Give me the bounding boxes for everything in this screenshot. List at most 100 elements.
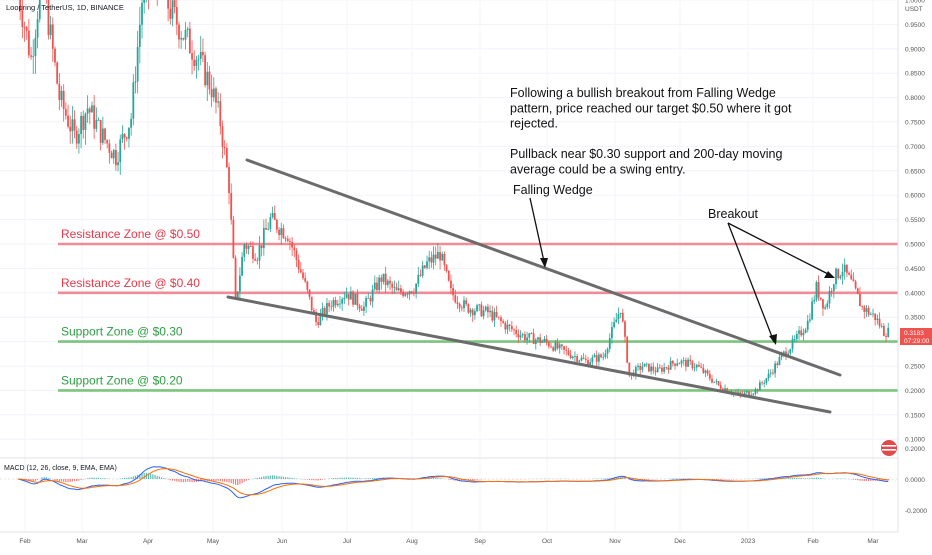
candle-up: [574, 351, 576, 362]
candle-up: [373, 275, 376, 292]
candle-up: [865, 304, 868, 318]
candle-up: [613, 317, 616, 329]
candle-up: [841, 263, 844, 285]
candle-up: [767, 369, 770, 382]
candle-up: [339, 296, 341, 309]
current-price-value: 0.3183: [904, 330, 924, 337]
candle-up: [97, 117, 100, 121]
candle-up: [415, 283, 418, 299]
candle-up: [713, 381, 716, 384]
candle-down: [532, 328, 535, 345]
candle-down: [23, 21, 26, 42]
candle-up: [682, 357, 685, 366]
candle-up: [537, 336, 539, 342]
candle-up: [795, 330, 798, 343]
price-tick-label: 0.8500: [905, 71, 925, 78]
candle-up: [386, 279, 389, 288]
candle-down: [556, 338, 559, 350]
time-tick-label: Apr: [143, 538, 154, 545]
candle-up: [774, 360, 776, 378]
candle-down: [93, 94, 96, 140]
candle-up: [617, 307, 620, 325]
candle-up: [839, 274, 842, 280]
candle-down: [54, 46, 56, 67]
candle-up: [484, 305, 487, 312]
candle-down: [223, 140, 226, 156]
candle-down: [202, 38, 204, 63]
candle-up: [32, 39, 35, 75]
candle-down: [358, 303, 361, 313]
time-tick-label: Sep: [474, 538, 486, 545]
candle-up: [493, 307, 496, 328]
candle-down: [21, 0, 24, 39]
candle-up: [745, 389, 748, 395]
candle-up: [754, 387, 757, 396]
candle-down: [380, 274, 383, 290]
candle-down: [856, 287, 859, 295]
candle-up: [258, 235, 261, 269]
candle-down: [517, 329, 520, 344]
candle-down: [698, 361, 700, 368]
candle-up: [349, 286, 352, 300]
candle-down: [291, 237, 294, 257]
candle-down: [58, 73, 61, 111]
candle-down: [173, 0, 176, 14]
macd-label: MACD (12, 26, close, 9, EMA, EMA): [4, 465, 117, 472]
candle-up: [393, 280, 396, 294]
candle-down: [563, 345, 565, 355]
candle-down: [299, 261, 302, 274]
candle-up: [421, 260, 424, 278]
candle-up: [382, 273, 385, 285]
candle-down: [761, 380, 763, 386]
candle-up: [580, 355, 583, 362]
candle-up: [813, 295, 816, 305]
candle-down: [785, 347, 787, 361]
candle-down: [115, 143, 117, 171]
candle-down: [545, 334, 548, 346]
candle-down: [275, 218, 278, 234]
candle-down: [654, 366, 657, 376]
candle-down: [465, 297, 468, 307]
candle-up: [217, 92, 220, 108]
candle-up: [645, 362, 648, 368]
breakout-arrows: [727, 222, 835, 345]
price-axis[interactable]: 1.0000 0.9500 0.9000 0.8500 0.8000 0.7500 0.70…: [905, 0, 925, 444]
candle-down: [817, 275, 820, 301]
candle-down: [352, 290, 354, 307]
wedge-upper-line[interactable]: [245, 158, 842, 377]
time-axis[interactable]: Feb Mar Apr May Jun Jul Aug Sep Oct Nov Dec 2023 Feb…: [19, 538, 879, 545]
candle-down: [312, 307, 315, 313]
candle-down: [125, 136, 128, 142]
time-tick-label: 2023: [741, 538, 756, 545]
candle-down: [439, 246, 441, 270]
candle-up: [789, 348, 792, 355]
candle-up: [558, 341, 561, 354]
candle-down: [75, 125, 78, 149]
candle-up: [336, 299, 339, 307]
price-tick-label: 0.1000: [905, 437, 925, 444]
candle-up: [534, 338, 537, 350]
candle-up: [758, 379, 761, 391]
flag-icon[interactable]: [881, 440, 897, 456]
candle-down: [73, 110, 76, 139]
candle-down: [443, 251, 446, 271]
candle-up: [506, 319, 509, 335]
time-tick-label: Mar: [76, 538, 88, 545]
candle-down: [569, 350, 572, 360]
price-tick-label: 0.3500: [905, 315, 925, 322]
candle-up: [112, 148, 115, 164]
candle-up: [269, 213, 272, 232]
candle-down: [347, 294, 350, 306]
candle-down: [419, 269, 422, 277]
candle-down: [175, 0, 178, 36]
candle-down: [88, 106, 91, 125]
candle-down: [885, 333, 887, 342]
time-tick-label: Oct: [542, 538, 552, 545]
candle-up: [436, 242, 439, 259]
wedge-lower-line[interactable]: [226, 295, 832, 414]
candle-up: [832, 283, 835, 299]
candle-down: [495, 305, 498, 318]
candle-down: [587, 356, 589, 366]
candle-down: [547, 340, 550, 349]
